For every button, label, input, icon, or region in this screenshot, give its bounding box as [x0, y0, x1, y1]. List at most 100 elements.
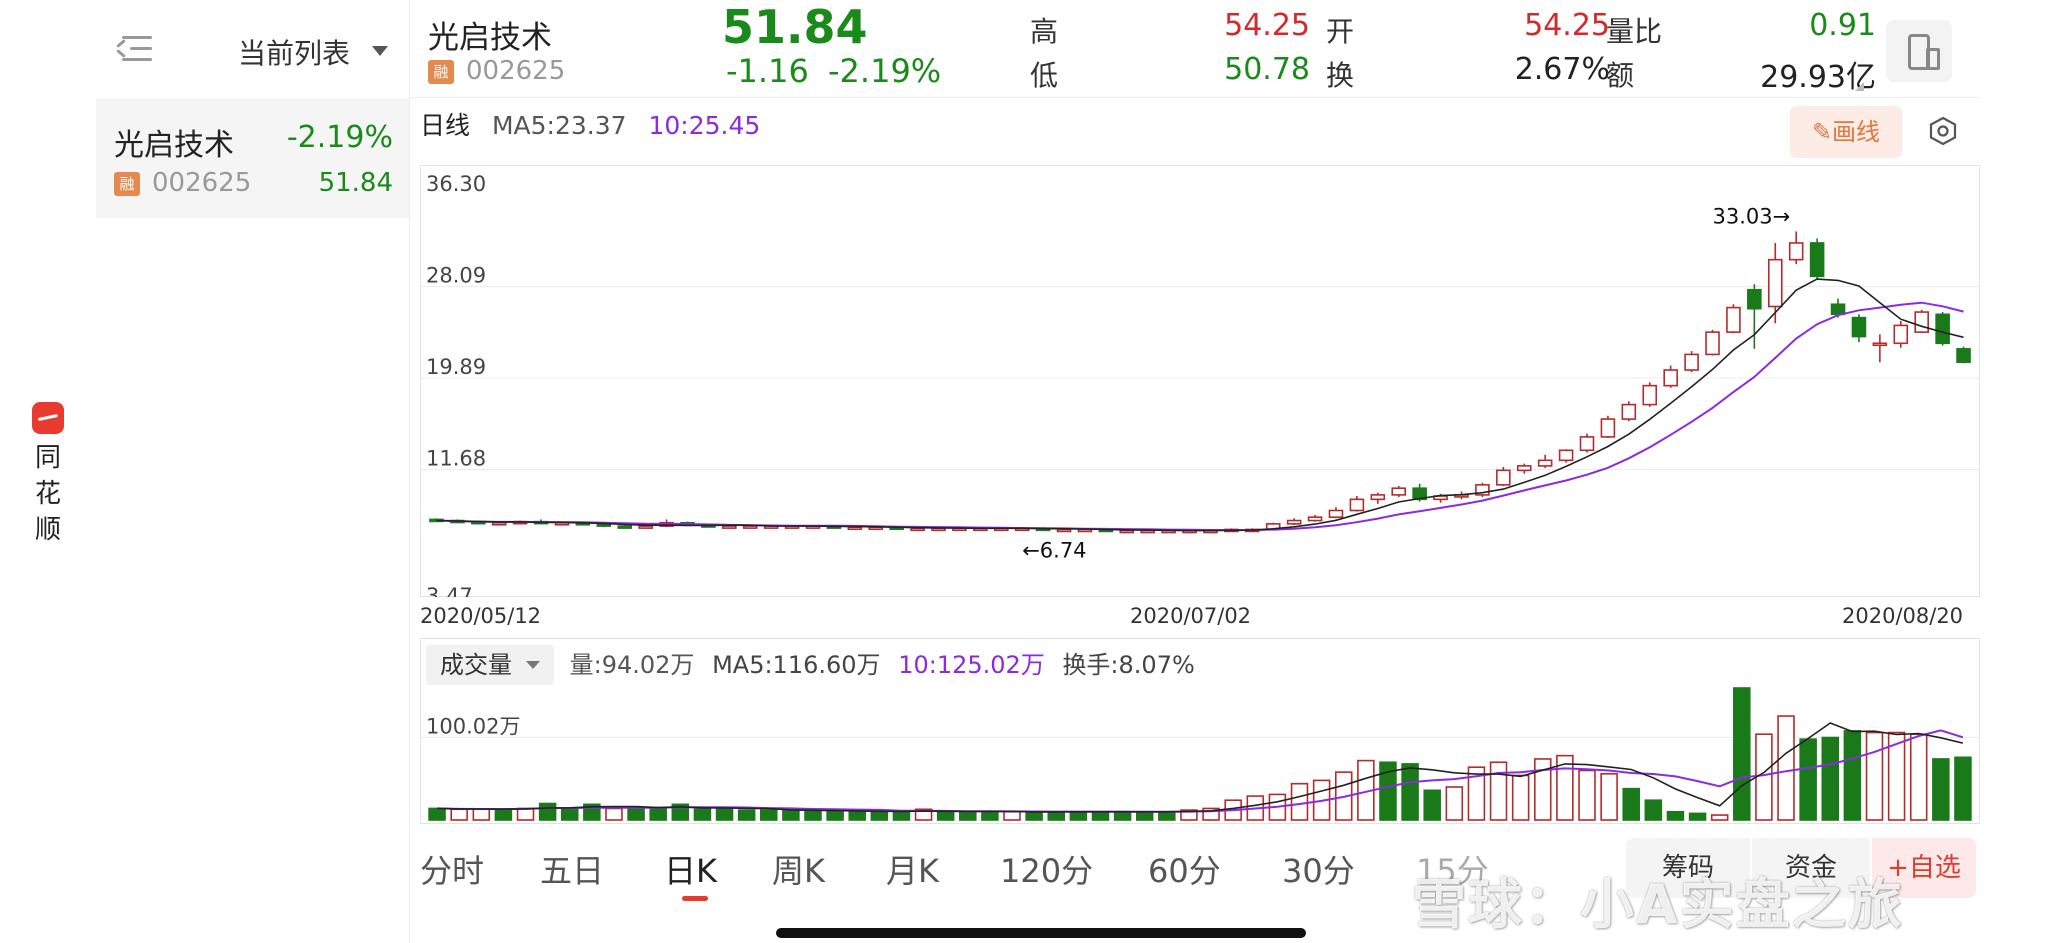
- candle-body: [638, 525, 653, 529]
- candle-body: [1621, 403, 1637, 420]
- price-tick-label: 3.47: [426, 584, 473, 597]
- volume-bar: [892, 810, 911, 821]
- funds-label: 资金: [1784, 853, 1837, 883]
- volume-bar: [649, 807, 667, 821]
- volume-bar: [1180, 809, 1198, 821]
- collapse-list-icon[interactable]: [114, 34, 154, 64]
- settings-hexagon-icon[interactable]: [1928, 116, 1958, 146]
- date-axis: 2020/05/12 2020/07/02 2020/08/20: [420, 604, 1980, 634]
- candle-body: [1747, 288, 1762, 310]
- stat-label-volume-ratio: 量比: [1606, 15, 1663, 48]
- tab-30min[interactable]: 30分: [1282, 852, 1355, 890]
- volume-bar: [1290, 782, 1309, 821]
- period-label: 日线: [420, 111, 471, 140]
- app-logo-icon: [32, 402, 64, 434]
- volume-bar: [1688, 812, 1707, 821]
- volume-chart[interactable]: 100.02万: [420, 638, 1980, 824]
- candle-body: [617, 525, 633, 529]
- candle-body: [1475, 484, 1490, 496]
- chips-button[interactable]: 筹码: [1626, 838, 1750, 898]
- low-annotation: ←6.74: [1022, 538, 1086, 562]
- indicator-selector[interactable]: 成交量: [426, 645, 554, 685]
- candle-body: [910, 527, 925, 532]
- price-tick-label: 11.68: [426, 446, 486, 470]
- volume-bar: [1887, 731, 1906, 821]
- stock-name: 光启技术: [428, 20, 552, 56]
- candle-body: [1956, 348, 1971, 364]
- tab-week-k[interactable]: 周K: [772, 852, 825, 890]
- ma10-label: 10:25.45: [648, 111, 761, 140]
- tab-month-k[interactable]: 月K: [886, 852, 939, 890]
- volume-ma5-line: [437, 722, 1964, 813]
- stat-value-low: 50.78: [1224, 52, 1310, 87]
- home-indicator[interactable]: [776, 928, 1306, 938]
- list-item[interactable]: 光启技术 -2.19% 融 002625 51.84: [96, 100, 409, 218]
- candle-body: [1537, 459, 1553, 467]
- candle-body: [1056, 528, 1072, 533]
- active-tab-indicator: [682, 896, 708, 901]
- volume-bar: [1843, 730, 1862, 821]
- date-tick: 2020/07/02: [1130, 604, 1252, 628]
- turnover-rate: 换手:8.07%: [1062, 651, 1195, 679]
- candle-body: [1286, 519, 1302, 525]
- volume-bar: [1467, 766, 1486, 821]
- volume-bar: [1025, 810, 1043, 821]
- volume-bar: [560, 807, 579, 821]
- brand-rail: 同 花 顺: [28, 402, 68, 548]
- candle-body: [1412, 487, 1427, 501]
- tab-five-day[interactable]: 五日: [540, 852, 605, 890]
- list-selector[interactable]: 当前列表: [238, 37, 351, 70]
- ma5-line: [436, 278, 1964, 532]
- volume-bar: [1379, 761, 1397, 821]
- volume-bar: [1909, 733, 1928, 821]
- date-tick: 2020/05/12: [420, 604, 542, 628]
- pencil-icon: ✎: [1811, 118, 1833, 146]
- candle-body: [1600, 418, 1616, 438]
- expand-corner-icon[interactable]: [1855, 82, 1864, 91]
- ma5-label: MA5:23.37: [491, 111, 627, 140]
- candle-body: [1663, 369, 1678, 387]
- volume-bar: [848, 810, 866, 821]
- stat-label-low: 低: [1030, 59, 1059, 92]
- volume-bar: [1423, 789, 1441, 821]
- volume-bar: [1489, 761, 1508, 821]
- price-change: -1.16: [726, 52, 809, 90]
- volume-bar: [1821, 736, 1840, 821]
- volume-bar: [1799, 738, 1817, 821]
- add-watchlist-button[interactable]: +自选: [1872, 838, 1976, 898]
- candle-body: [1872, 342, 1888, 347]
- price-change-pct: -2.19%: [828, 52, 942, 90]
- volume-bar: [737, 809, 756, 821]
- device-switch-button[interactable]: [1886, 20, 1952, 82]
- price-tick-label: 19.89: [426, 355, 486, 379]
- candlestick-chart[interactable]: 36.30 28.09 19.89 11.68 3.47 33.03→ ←6.74: [420, 165, 1980, 597]
- stat-label-amount: 额: [1606, 59, 1635, 92]
- tab-60min[interactable]: 60分: [1148, 852, 1221, 890]
- volume-ma5: MA5:116.60万: [712, 651, 881, 679]
- tab-minute[interactable]: 分时: [420, 852, 485, 890]
- volume-bar: [1202, 807, 1220, 821]
- brand-char: 同: [34, 443, 61, 473]
- volume-bar: [826, 810, 844, 821]
- volume-bar: [1556, 754, 1574, 821]
- stat-value-amount: 29.93亿: [1760, 60, 1876, 95]
- draw-line-button[interactable]: ✎画线: [1790, 106, 1902, 158]
- ma10-line: [436, 301, 1964, 532]
- candle-body: [1370, 494, 1386, 501]
- volume-bar: [1600, 773, 1618, 821]
- chevron-down-icon[interactable]: [372, 46, 388, 56]
- volume-bar: [1578, 769, 1596, 821]
- list-item-code: 002625: [152, 168, 252, 198]
- volume-bar: [1047, 810, 1066, 821]
- tab-120min[interactable]: 120分: [1000, 852, 1094, 890]
- tab-15min[interactable]: 15分: [1416, 852, 1489, 890]
- volume-bar: [516, 807, 535, 821]
- volume-bar: [1622, 787, 1640, 821]
- stat-label-high: 高: [1030, 15, 1059, 48]
- tab-day-k[interactable]: 日K: [664, 852, 717, 890]
- add-watchlist-label: +自选: [1887, 853, 1961, 883]
- volume-bar: [1865, 731, 1884, 821]
- candle-body: [1767, 258, 1783, 308]
- stat-value-turnover: 2.67%: [1514, 52, 1610, 87]
- funds-button[interactable]: 资金: [1752, 838, 1870, 898]
